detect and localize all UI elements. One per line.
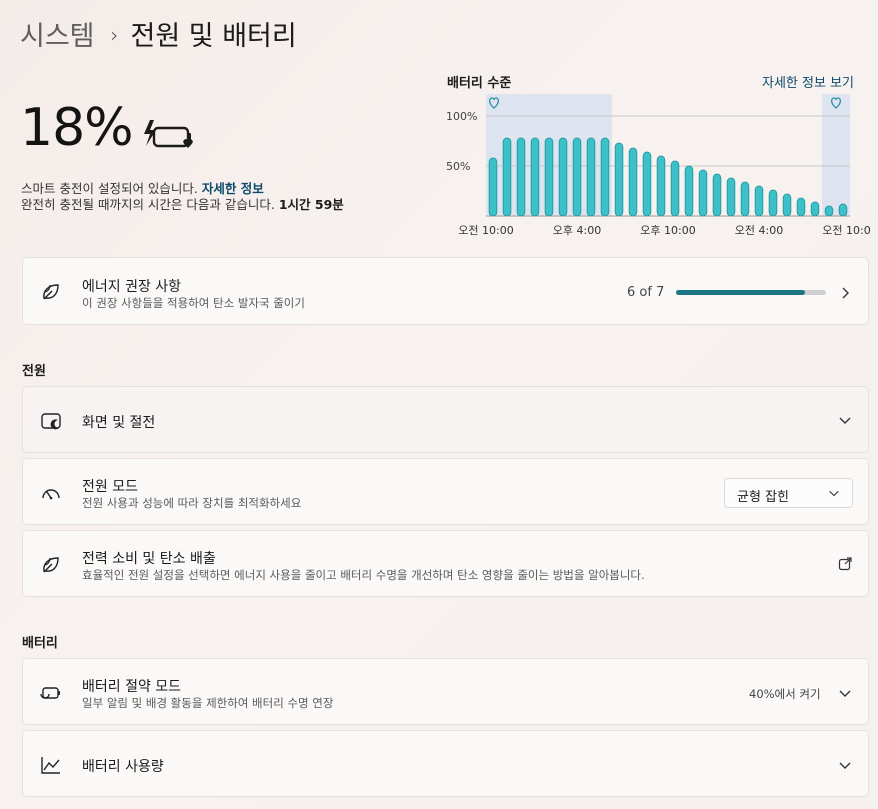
- battery-bar: [698, 169, 708, 217]
- power-mode-title: 전원 모드: [82, 479, 138, 495]
- battery-bar: [782, 193, 792, 217]
- chevron-down-icon: [839, 417, 851, 424]
- battery-bar: [516, 137, 526, 217]
- x-tick-label: 오전 10:00: [458, 224, 513, 237]
- smart-charge-more-link[interactable]: 자세한 정보: [201, 181, 264, 196]
- power-mode-subtitle: 전원 사용과 성능에 따라 장치를 최적화하세요: [82, 496, 302, 510]
- recommendations-count: 6 of 7: [627, 285, 665, 300]
- battery-bar: [558, 137, 568, 217]
- battery-bar: [642, 151, 652, 217]
- breadcrumb-chevron-icon: ›: [110, 23, 119, 47]
- battery-saver-title: 배터리 절약 모드: [82, 679, 182, 695]
- power-carbon-subtitle: 효율적인 전원 설정을 선택하면 에너지 사용을 줄이고 배터리 수명을 개선하…: [82, 568, 645, 582]
- battery-bar: [502, 137, 512, 217]
- battery-bar: [838, 203, 848, 217]
- time-to-full-value: 1시간 59분: [278, 197, 344, 212]
- battery-usage-title: 배터리 사용량: [82, 759, 164, 775]
- battery-bar: [600, 137, 610, 217]
- battery-saver-icon: [40, 687, 60, 699]
- chevron-right-icon: [842, 287, 849, 299]
- power-mode-card: 전원 모드 전원 사용과 성능에 따라 장치를 최적화하세요 균형 잡힌: [22, 458, 869, 525]
- battery-bar: [670, 160, 680, 217]
- battery-bar: [768, 189, 778, 217]
- recommendations-progress: [676, 290, 826, 295]
- power-mode-dropdown[interactable]: 균형 잡힌: [724, 478, 853, 508]
- section-battery-heading: 배터리: [22, 636, 58, 651]
- energy-recommendations-title: 에너지 권장 사항: [82, 279, 182, 295]
- energy-recommendations-subtitle: 이 권장 사항들을 적용하여 탄소 발자국 줄이기: [82, 296, 305, 310]
- battery-bar: [796, 197, 806, 217]
- battery-bar: [488, 157, 498, 217]
- energy-recommendations-card[interactable]: 에너지 권장 사항 이 권장 사항들을 적용하여 탄소 발자국 줄이기 6 of…: [22, 257, 869, 325]
- battery-saver-status: 40%에서 켜기: [749, 687, 821, 701]
- page-title: 전원 및 배터리: [130, 21, 297, 52]
- breadcrumb-parent[interactable]: 시스템: [20, 21, 95, 52]
- battery-bar: [754, 185, 764, 217]
- battery-bar: [530, 137, 540, 217]
- chevron-down-icon: [839, 690, 851, 697]
- smart-charge-text: 스마트 충전이 설정되어 있습니다. 자세한 정보: [21, 181, 264, 196]
- leaf-icon: [43, 557, 59, 573]
- external-link-icon: [838, 557, 852, 571]
- y-tick-label: 50%: [446, 160, 470, 173]
- power-mode-selected: 균형 잡힌: [737, 490, 789, 505]
- battery-bar: [712, 173, 722, 217]
- battery-bar: [544, 137, 554, 217]
- chevron-down-icon: [829, 490, 839, 497]
- x-tick-label: 오후 4:00: [553, 224, 601, 237]
- battery-bar: [572, 137, 582, 217]
- power-carbon-title: 전력 소비 및 탄소 배출: [82, 551, 216, 567]
- battery-level-chart: 100% 50% 오전 10:00 오후 4:00 오후 10:00 오전 4:00 오전 …: [446, 94, 870, 237]
- battery-charging-icon: [144, 120, 193, 148]
- screen-sleep-title: 화면 및 절전: [82, 415, 156, 431]
- heart-icon: [830, 97, 842, 109]
- battery-usage-card[interactable]: 배터리 사용량: [22, 730, 869, 797]
- heart-icon: [488, 97, 500, 109]
- battery-bar: [810, 201, 820, 217]
- battery-bar: [614, 142, 624, 217]
- x-tick-label: 오전 10:00: [822, 224, 870, 237]
- battery-saver-card[interactable]: 배터리 절약 모드 일부 알림 및 배경 활동을 제한하여 배터리 수명 연장 …: [22, 658, 869, 725]
- chart-details-link[interactable]: 자세한 정보 보기: [762, 76, 854, 91]
- battery-saver-subtitle: 일부 알림 및 배경 활동을 제한하여 배터리 수명 연장: [82, 696, 334, 710]
- battery-bar: [586, 137, 596, 217]
- time-to-full-text: 완전히 충전될 때까지의 시간은 다음과 같습니다. 1시간 59분: [21, 197, 344, 212]
- battery-bar: [628, 147, 638, 217]
- chevron-down-icon: [839, 762, 851, 769]
- power-carbon-card[interactable]: 전력 소비 및 탄소 배출 효율적인 전원 설정을 선택하면 에너지 사용을 줄…: [22, 530, 869, 597]
- screen-sleep-card[interactable]: 화면 및 절전: [22, 386, 869, 453]
- battery-bar: [824, 205, 834, 217]
- battery-bar: [684, 165, 694, 217]
- x-tick-label: 오후 10:00: [640, 224, 695, 237]
- usage-graph-icon: [41, 757, 60, 774]
- charging-highlight-region: [822, 94, 850, 216]
- y-tick-label: 100%: [446, 110, 477, 123]
- speedometer-icon: [42, 489, 60, 500]
- x-tick-label: 오전 4:00: [735, 224, 783, 237]
- chart-title: 배터리 수준: [447, 76, 512, 91]
- battery-bar: [726, 177, 736, 217]
- battery-bar: [740, 181, 750, 217]
- section-power-heading: 전원: [22, 364, 46, 379]
- screen-sleep-icon: [41, 413, 61, 430]
- battery-bar: [656, 155, 666, 217]
- battery-percent: 18%: [20, 98, 134, 158]
- leaf-icon: [43, 284, 59, 300]
- breadcrumb: 시스템 › 전원 및 배터리: [20, 14, 297, 53]
